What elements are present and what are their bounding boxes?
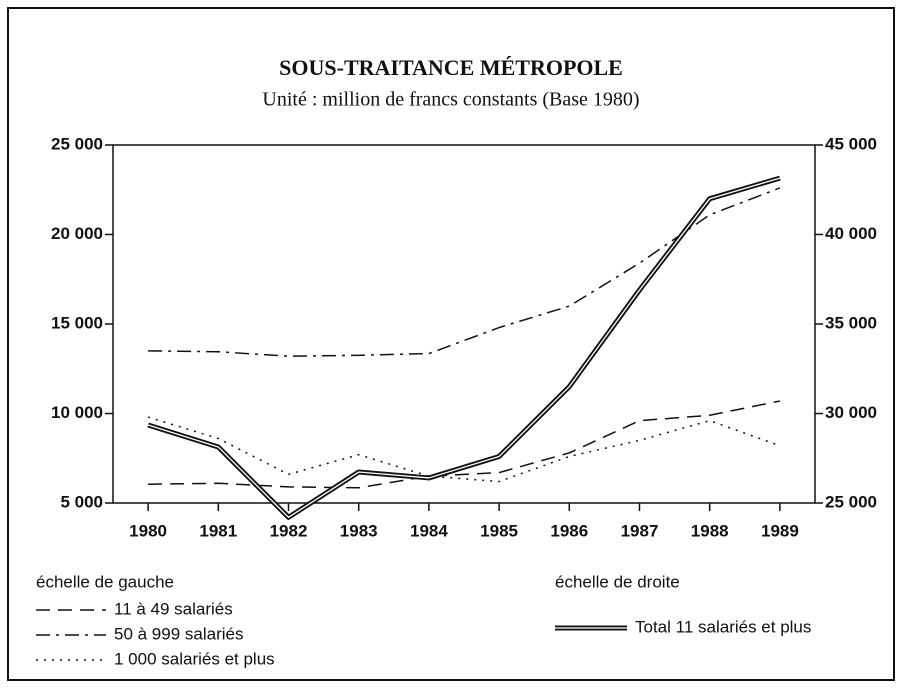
x-tick-label: 1987 bbox=[621, 521, 659, 540]
y-tick-label: 20 000 bbox=[51, 224, 103, 243]
frame bbox=[7, 7, 895, 681]
x-tick-label: 1984 bbox=[410, 521, 448, 540]
x-tick-label: 1985 bbox=[480, 521, 518, 540]
y2-tick-label: 35 000 bbox=[825, 313, 877, 332]
x-tick-label: 1981 bbox=[199, 521, 237, 540]
y2-tick-label: 45 000 bbox=[825, 134, 877, 153]
x-tick-label: 1986 bbox=[550, 521, 588, 540]
line bbox=[147, 416, 781, 483]
line bbox=[148, 400, 781, 489]
y-tick-label: 5 000 bbox=[60, 492, 103, 511]
x-tick-label: 1989 bbox=[761, 521, 799, 540]
y2-tick-label: 40 000 bbox=[825, 224, 877, 243]
legend-label: 11 à 49 salariés bbox=[114, 599, 233, 618]
x-tick-label: 1982 bbox=[270, 521, 308, 540]
legend-label: 50 à 999 salariés bbox=[114, 624, 243, 643]
line bbox=[147, 175, 781, 520]
chart-title: SOUS-TRAITANCE MÉTROPOLE bbox=[279, 55, 623, 80]
y-tick-label: 25 000 bbox=[51, 134, 103, 153]
legend-group: échelle de gauche bbox=[36, 572, 174, 591]
legend-group: échelle de droite bbox=[555, 572, 680, 591]
x-tick-label: 1988 bbox=[691, 521, 729, 540]
chart-subtitle: Unité : million de francs constants (Bas… bbox=[262, 89, 639, 111]
legend-label: Total 11 salariés et plus bbox=[635, 617, 811, 636]
x-tick-label: 1983 bbox=[340, 521, 378, 540]
y2-tick-label: 25 000 bbox=[825, 492, 877, 511]
y-tick-label: 15 000 bbox=[51, 313, 103, 332]
line-inner bbox=[147, 177, 781, 518]
x-tick-label: 1980 bbox=[129, 521, 167, 540]
y-tick-label: 10 000 bbox=[51, 403, 103, 422]
line bbox=[148, 187, 781, 357]
y2-tick-label: 30 000 bbox=[825, 403, 877, 422]
legend-label: 1 000 salariés et plus bbox=[114, 649, 275, 668]
